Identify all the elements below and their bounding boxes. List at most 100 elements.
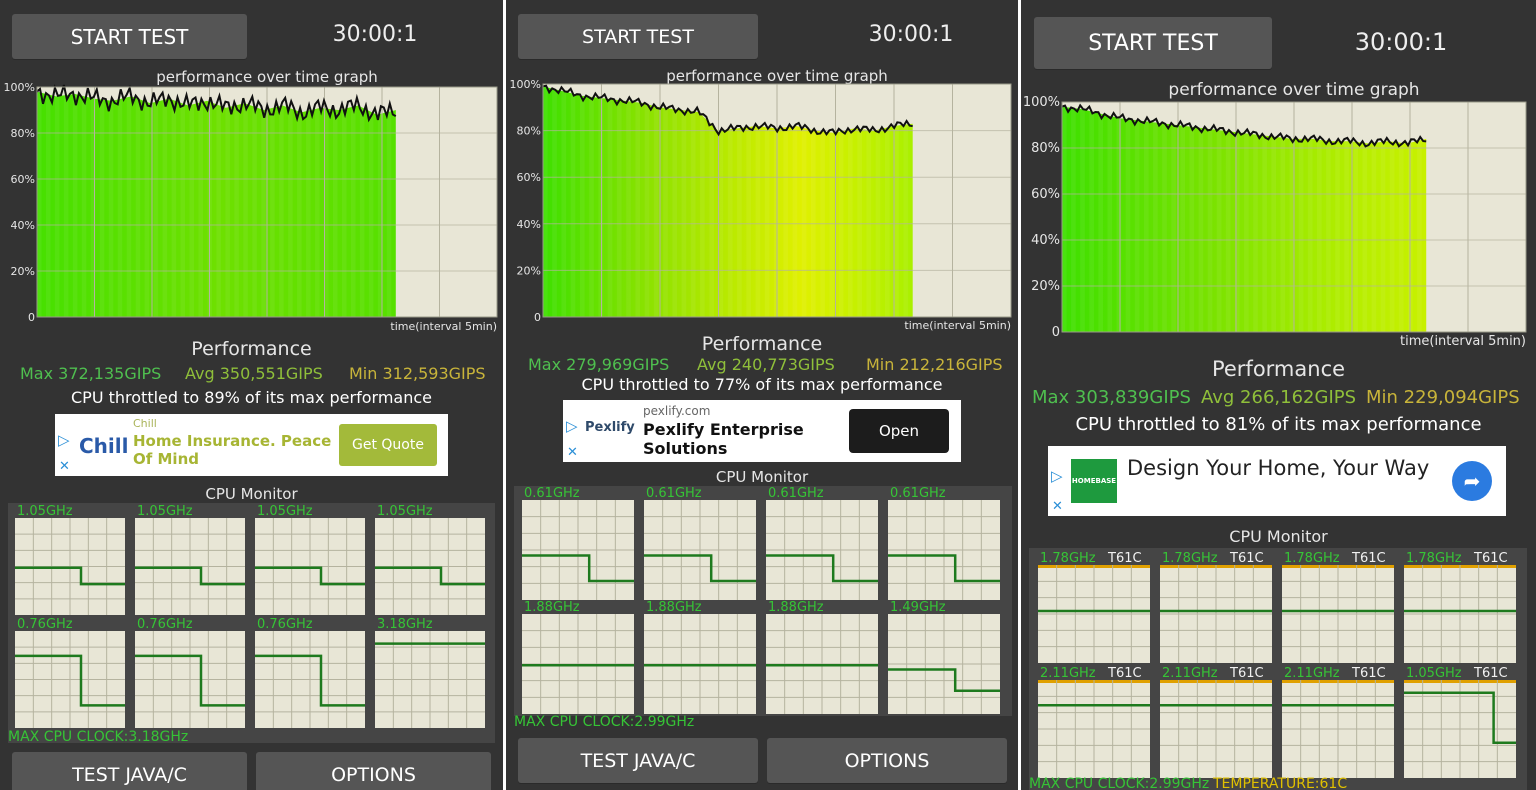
ad-brand-logo: HOMEBASE	[1071, 459, 1117, 503]
y-tick-label: 100%	[510, 78, 541, 91]
ad-open-button[interactable]: Open	[849, 409, 949, 453]
core-graph	[255, 518, 365, 615]
graph-streak	[561, 84, 567, 317]
start-test-button[interactable]: START TEST	[12, 14, 247, 59]
graph-streak	[580, 84, 585, 317]
ad-headline[interactable]: Pexlify Enterprise Solutions	[643, 420, 804, 458]
ad-close-icon[interactable]: ✕	[59, 459, 70, 474]
core-frequency: 2.11GHz	[1162, 666, 1218, 681]
graph-streak	[1134, 102, 1140, 332]
graph-streak	[783, 84, 788, 317]
graph-streak	[718, 84, 724, 317]
ad-cta-button[interactable]: Get Quote	[339, 424, 437, 466]
y-tick-label: 80%	[517, 125, 541, 138]
graph-streak	[189, 87, 194, 317]
graph-border	[36, 86, 498, 318]
avg-performance: Avg 240,773GIPS	[697, 355, 835, 374]
graph-streak	[252, 87, 257, 317]
test-java-c-button[interactable]: TEST JAVA/C	[518, 738, 758, 783]
y-tick-label: 20%	[11, 265, 35, 278]
performance-graph: 100% 80% 60% 40% 20% 0	[1023, 95, 1527, 340]
advertisement-banner[interactable]: ✕ ▷ Pexlify pexlify.com Pexlify Enterprise S…	[563, 400, 961, 462]
core-frequency: 0.61GHz	[646, 486, 702, 501]
core-graph	[522, 614, 634, 714]
screenshot-divider	[503, 0, 506, 790]
core-graph	[1282, 565, 1394, 663]
graph-streak	[838, 84, 844, 317]
test-java-c-button[interactable]: TEST JAVA/C	[12, 752, 247, 790]
graph-streak	[1398, 102, 1404, 332]
throttle-summary: CPU throttled to 81% of its max performa…	[1075, 414, 1482, 435]
graph-streak	[1216, 102, 1222, 332]
advertisement-banner[interactable]: ✕ ▷ HOMEBASE Design Your Home, Your Way ➦	[1048, 446, 1506, 516]
graph-streak	[1116, 102, 1122, 332]
graph-streak	[663, 84, 668, 317]
advertisement-banner[interactable]: ✕ ▷ Chill Chill Home Insurance. Peace Of Min…	[55, 414, 448, 476]
graph-streak	[1344, 102, 1349, 332]
benchmark-panel-1: START TEST 30:00:1 performance over time g…	[0, 0, 503, 790]
start-test-button[interactable]: START TEST	[1034, 17, 1272, 69]
cpu-monitor-heading: CPU Monitor	[1229, 527, 1328, 546]
graph-streak	[1253, 102, 1258, 332]
ad-arrow-icon[interactable]: ➦	[1452, 461, 1492, 501]
max-cpu-clock: MAX CPU CLOCK:2.99GHz	[514, 714, 695, 730]
core-frequency: 1.88GHz	[646, 600, 702, 615]
core-graph	[135, 518, 245, 615]
x-axis-label: time(interval 5min)	[1400, 334, 1526, 349]
max-cpu-clock: MAX CPU CLOCK:3.18GHz	[8, 729, 189, 745]
test-duration-timer: 30:00:1	[868, 22, 954, 47]
performance-graph: 100% 80% 60% 40% 20% 0	[510, 78, 1012, 324]
graph-streak	[377, 87, 383, 317]
graph-streak	[1289, 102, 1295, 332]
ad-close-icon[interactable]: ✕	[567, 445, 578, 460]
performance-fill	[543, 86, 913, 317]
performance-heading: Performance	[701, 333, 823, 355]
ad-headline[interactable]: Home Insurance. Peace Of Mind	[133, 432, 332, 468]
core-graph	[644, 500, 756, 600]
graph-streak	[386, 87, 392, 317]
graph-title: performance over time graph	[666, 67, 888, 85]
graph-streak	[875, 84, 881, 317]
core-frequency: 0.76GHz	[17, 617, 73, 632]
core-frequency: 1.49GHz	[890, 600, 946, 615]
graph-streak	[1362, 102, 1368, 332]
y-tick-label: 0	[1052, 325, 1060, 340]
options-button[interactable]: OPTIONS	[256, 752, 491, 790]
y-tick-label: 0	[28, 311, 35, 324]
graph-streak	[153, 87, 159, 317]
graph-streak	[72, 87, 78, 317]
graph-streak	[297, 87, 302, 317]
performance-fill	[37, 91, 396, 317]
graph-streak	[801, 84, 807, 317]
graph-streak	[1262, 102, 1267, 332]
max-performance: Max 303,839GIPS	[1032, 387, 1191, 408]
graph-streak	[644, 84, 650, 317]
graph-streak	[1417, 102, 1422, 332]
core-frequency: 0.76GHz	[257, 617, 313, 632]
graph-streak	[1207, 102, 1213, 332]
graph-title: performance over time graph	[156, 68, 378, 86]
graph-streak	[1071, 102, 1076, 332]
graph-streak	[1089, 102, 1094, 332]
core-graph	[1038, 565, 1150, 663]
avg-performance: Avg 350,551GIPS	[185, 364, 323, 383]
ad-close-icon[interactable]: ✕	[1052, 499, 1063, 514]
graph-streak	[1189, 102, 1195, 332]
options-button[interactable]: OPTIONS	[767, 738, 1007, 783]
graph-streak	[171, 87, 177, 317]
min-performance: Min 212,216GIPS	[866, 355, 1003, 374]
graph-streak	[1335, 102, 1340, 332]
max-performance: Max 279,969GIPS	[528, 355, 670, 374]
graph-streak	[635, 84, 640, 317]
core-frequency: 2.11GHz	[1040, 666, 1096, 681]
graph-streak	[315, 87, 320, 317]
graph-streak	[857, 84, 862, 317]
graph-streak	[1389, 102, 1395, 332]
performance-line	[1061, 103, 1427, 148]
start-test-button[interactable]: START TEST	[518, 14, 758, 59]
core-graph	[135, 631, 245, 728]
ad-headline[interactable]: Design Your Home, Your Way	[1127, 456, 1430, 480]
ad-choices-icon: ▷	[58, 431, 70, 449]
graph-streak	[1371, 102, 1377, 332]
ad-choices-icon: ▷	[1051, 467, 1063, 485]
